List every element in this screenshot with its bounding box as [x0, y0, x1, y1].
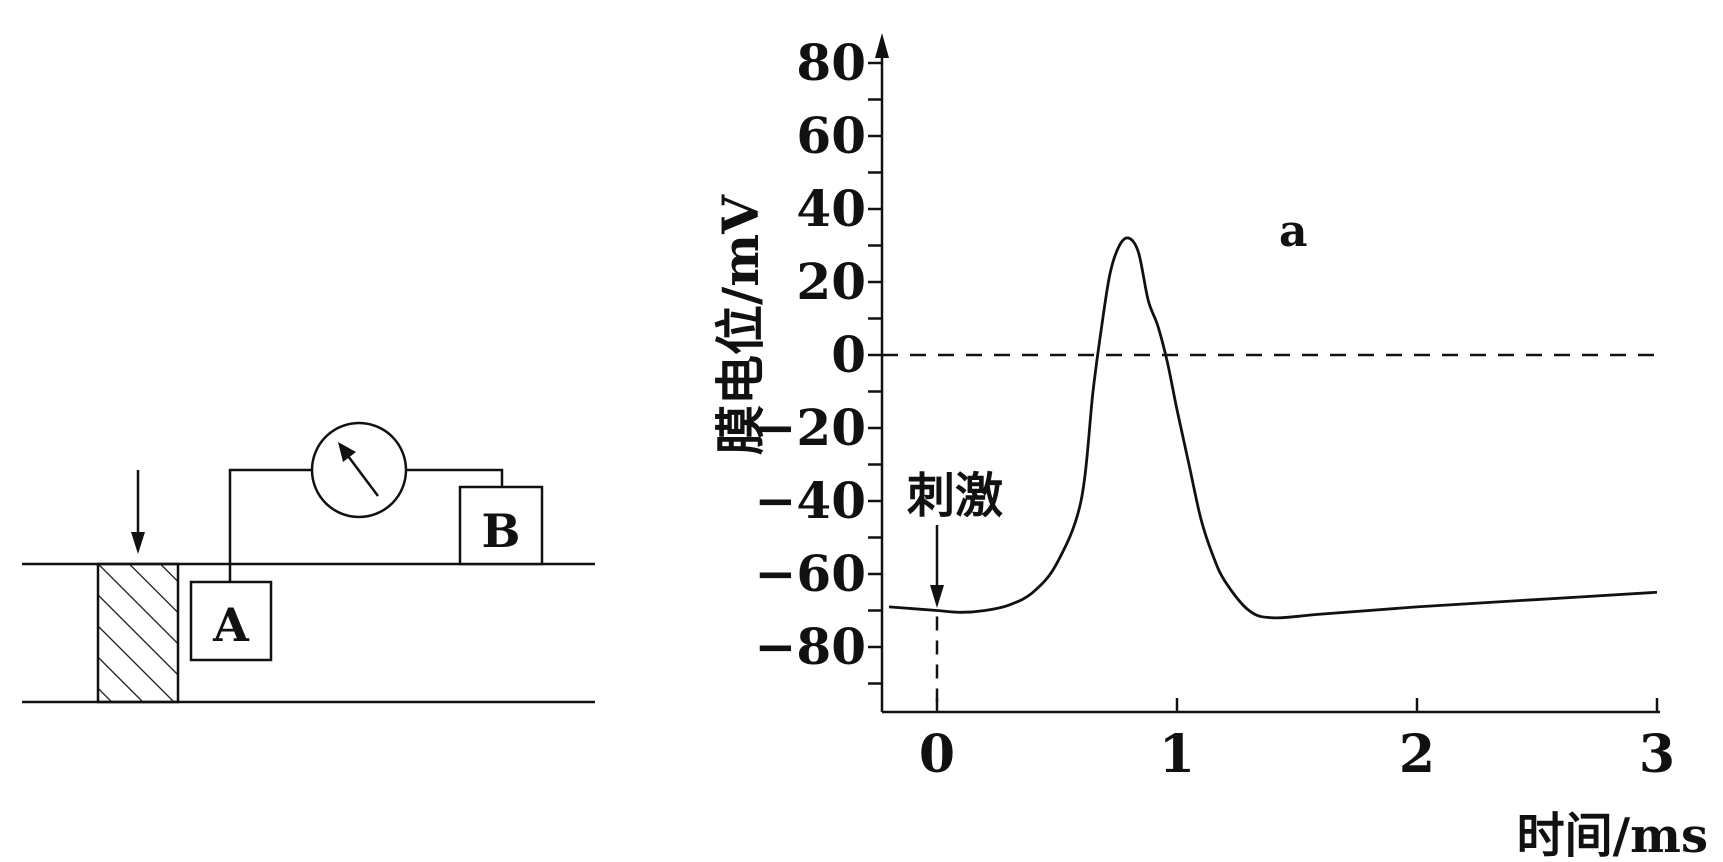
y-tick-label: 20 — [796, 252, 866, 311]
y-tick-label: −40 — [755, 471, 866, 530]
y-tick-label: 0 — [831, 325, 866, 384]
y-axis-arrow-icon — [875, 33, 889, 58]
y-axis-title: 膜电位/mV — [711, 194, 770, 455]
x-axis-title: 时间/ms — [1517, 808, 1708, 862]
wire-b — [407, 468, 504, 487]
membrane-potential-chart: 80 60 40 20 0 −20 −40 −60 −80 0 1 2 3 刺激 a 膜电位/mV 时… — [711, 33, 1708, 862]
electrode-b-label: B — [482, 504, 521, 558]
peak-label: a — [1279, 206, 1308, 257]
y-tick-label: −80 — [755, 617, 866, 676]
stimulus-arrow-icon — [930, 585, 944, 608]
stimulus-marker: 刺激 — [907, 468, 1003, 608]
action-potential-curve — [888, 236, 1658, 620]
y-tick-label: 60 — [796, 106, 866, 165]
y-tick-label: −20 — [755, 398, 866, 457]
y-tick-label: 80 — [796, 33, 866, 92]
wire-a — [228, 468, 312, 582]
stimulus-arrow-left — [131, 470, 145, 554]
nerve-setup: A B — [22, 421, 595, 704]
y-axis-ticks: 80 60 40 20 0 −20 −40 −60 −80 — [755, 33, 882, 685]
x-tick-label: 3 — [1639, 724, 1675, 785]
x-tick-label: 2 — [1399, 724, 1435, 785]
electrode-a-label: A — [212, 598, 250, 652]
x-axis-ticks: 0 1 2 3 — [919, 698, 1675, 785]
y-tick-label: −60 — [755, 544, 866, 603]
galvanometer-needle-icon — [338, 442, 379, 497]
x-tick-label: 1 — [1159, 724, 1195, 785]
blocked-segment — [96, 562, 180, 704]
x-tick-label: 0 — [919, 724, 955, 785]
electrode-a-box — [189, 580, 273, 662]
y-tick-label: 40 — [796, 179, 866, 238]
stimulus-label: 刺激 — [907, 468, 1003, 524]
